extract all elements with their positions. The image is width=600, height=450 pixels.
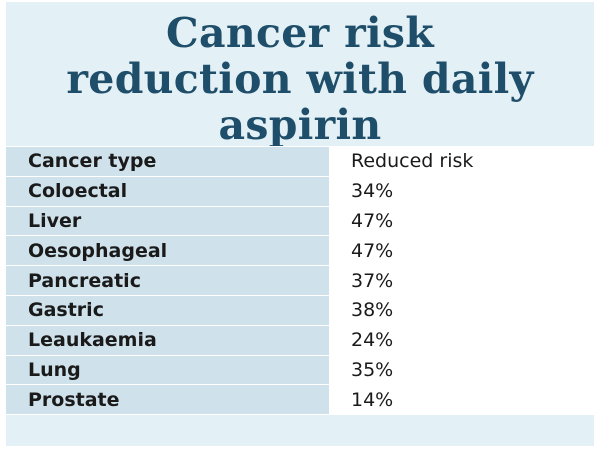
header-cancer-type: Cancer type bbox=[6, 146, 329, 177]
cell-reduced-risk: 38% bbox=[328, 294, 594, 326]
table-row: Liver 47% bbox=[6, 205, 594, 237]
table-row: Lung 35% bbox=[6, 354, 594, 386]
table-header-row: Cancer type Reduced risk bbox=[6, 146, 594, 177]
cell-cancer-type: Pancreatic bbox=[6, 265, 329, 296]
cell-cancer-type: Coloectal bbox=[6, 175, 329, 207]
table-row: Leaukaemia 24% bbox=[6, 324, 594, 356]
cell-reduced-risk: 14% bbox=[328, 384, 594, 416]
cell-cancer-type: Leaukaemia bbox=[6, 324, 329, 356]
cell-cancer-type: Gastric bbox=[6, 294, 329, 326]
cell-cancer-type: Lung bbox=[6, 354, 329, 386]
cell-cancer-type: Oesophageal bbox=[6, 235, 329, 267]
cell-reduced-risk: 47% bbox=[328, 205, 594, 237]
cell-reduced-risk: 37% bbox=[328, 265, 594, 296]
cell-reduced-risk: 34% bbox=[328, 175, 594, 207]
table-row: Oesophageal 47% bbox=[6, 235, 594, 267]
title-line-2: reduction with daily bbox=[66, 55, 534, 103]
table-row: Prostate 14% bbox=[6, 384, 594, 416]
cell-reduced-risk: 24% bbox=[328, 324, 594, 356]
table-row: Gastric 38% bbox=[6, 294, 594, 326]
header-reduced-risk: Reduced risk bbox=[328, 146, 594, 177]
risk-table: Cancer type Reduced risk Coloectal 34% L… bbox=[6, 146, 594, 416]
table-row: Coloectal 34% bbox=[6, 175, 594, 207]
chart-title: Cancer risk reduction with daily aspirin bbox=[6, 10, 594, 148]
cell-cancer-type: Liver bbox=[6, 205, 329, 237]
table-row: Pancreatic 37% bbox=[6, 265, 594, 296]
title-line-1: Cancer risk bbox=[166, 9, 434, 57]
cell-reduced-risk: 47% bbox=[328, 235, 594, 267]
cell-cancer-type: Prostate bbox=[6, 384, 329, 416]
cell-reduced-risk: 35% bbox=[328, 354, 594, 386]
title-line-3: aspirin bbox=[218, 101, 382, 149]
